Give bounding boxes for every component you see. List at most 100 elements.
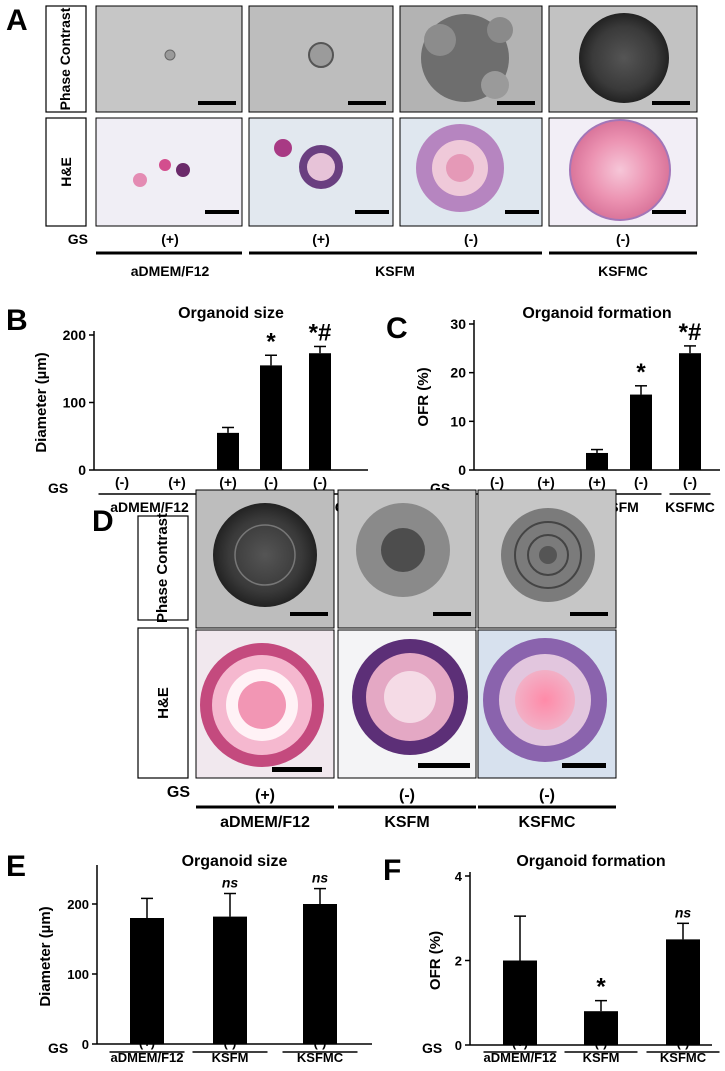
group-label-d-3: KSFMC [519,814,576,831]
chart-b-category-label-1: (+) [168,474,186,490]
chart-c-ytick-label-1: 10 [450,413,466,429]
chart-e-bar-0 [130,918,164,1044]
chart-c-ylabel: OFR (%) [415,367,432,426]
micrograph-a-he-4 [548,117,698,227]
chart-e: Organoid size 0 100 200 Diameter (µm) (+) ns (-… [37,853,372,1065]
chart-b-ytick-label-2: 200 [63,327,87,343]
group-label-d-1: aDMEM/F12 [220,814,310,831]
chart-f-category-label-1: (-) [595,1035,608,1050]
chart-f-ytick-label-0: 0 [455,1038,462,1053]
row-label-he-d-text: H&E [155,687,172,719]
chart-f-category-label-0: (+) [512,1035,528,1050]
chart-c: Organoid formation 0 10 20 30 OFR (%) (-) (+) (+… [415,305,720,515]
chart-f-category-label-2: (-) [677,1035,690,1050]
chart-b-category-label-2: (+) [219,474,237,490]
micrograph-d-he-1 [195,629,335,779]
panel-letter-b: B [6,304,28,337]
panel-letter-a: A [6,4,28,37]
chart-b-annotation-3: * [266,328,276,355]
micrograph-a-phase-3 [399,5,543,113]
chart-e-ytick-label-0: 0 [82,1037,89,1052]
gs-value-a-1: (+) [161,231,179,247]
panel-letter-f: F [383,854,401,887]
gs-value-d-1: (+) [255,787,275,804]
chart-b-ytick-label-0: 0 [78,462,86,478]
row-label-he-a-text: H&E [58,157,74,187]
chart-f-bar-1 [584,1011,618,1045]
chart-b-gs-label: GS [48,480,68,496]
row-label-phase-contrast-d-text: Phase Contrast [154,513,171,623]
chart-e-category-label-2: (-) [314,1035,327,1050]
chart-e-bar-1 [213,916,247,1044]
chart-c-category-label-2: (+) [588,474,606,490]
micrograph-d-phase-2 [337,489,477,629]
row-label-phase-contrast-a-text: Phase Contrast [57,7,73,110]
gs-value-a-4: (-) [616,231,630,247]
group-label-a-2: KSFM [375,263,415,279]
chart-c-category-label-0: (-) [490,474,504,490]
chart-e-category-label-0: (+) [139,1035,155,1050]
chart-e-annotation-2: ns [312,870,329,886]
chart-f-bar-0 [503,960,537,1045]
row-label-phase-contrast-a: Phase Contrast [45,5,87,113]
gs-label-a: GS [68,231,88,247]
group-label-a-3: KSFMC [598,263,648,279]
chart-c-category-label-4: (-) [683,474,697,490]
chart-b-bar-3 [260,365,282,470]
chart-e-gs-label: GS [48,1040,68,1056]
chart-b-category-label-3: (-) [264,474,278,490]
chart-b-annotation-4: *# [309,319,332,346]
chart-f-annotation-1: * [596,974,606,1001]
chart-c-bar-2 [586,452,608,470]
chart-c-category-label-3: (-) [634,474,648,490]
micrograph-d-phase-1 [195,489,335,629]
chart-b: Organoid size 0 100 200 Diameter (µm) (-) (+) (… [33,305,368,515]
chart-c-annotation-3: * [636,359,646,386]
chart-b-title: Organoid size [178,305,284,322]
micrograph-d-he-2 [337,629,477,779]
micrograph-a-he-3 [399,117,543,227]
row-label-phase-contrast-d: Phase Contrast [137,513,189,623]
chart-b-category-label-4: (-) [313,474,327,490]
panel-letter-d: D [92,505,114,538]
chart-b-bar-2 [217,432,239,470]
gs-value-a-2: (+) [312,231,330,247]
panel-letter-e: E [6,850,26,883]
micrograph-a-he-2 [248,117,394,227]
chart-f-ylabel: OFR (%) [427,931,444,990]
chart-e-category-label-1: (-) [224,1035,237,1050]
gs-label-d: GS [167,784,190,801]
chart-e-ylabel: Diameter (µm) [37,906,54,1006]
chart-f-title: Organoid formation [516,853,665,870]
chart-f-group-label-2: KSFMC [660,1050,707,1065]
group-label-d-2: KSFM [384,814,429,831]
chart-c-ytick-label-3: 30 [450,316,466,332]
chart-e-bar-2 [303,904,337,1044]
chart-b-ytick-label-1: 100 [63,395,87,411]
chart-f-ytick-label-2: 4 [455,869,463,884]
micrograph-d-he-3 [477,629,617,779]
chart-c-title: Organoid formation [522,305,671,322]
chart-c-bar-3 [630,394,652,470]
chart-e-title: Organoid size [182,853,288,870]
row-label-he-d: H&E [137,627,189,779]
chart-b-category-label-0: (-) [115,474,129,490]
chart-c-ytick-label-2: 20 [450,365,466,381]
chart-b-ylabel: Diameter (µm) [33,352,50,452]
chart-f-gs-label: GS [422,1040,442,1056]
chart-e-group-label-0: aDMEM/F12 [111,1050,184,1065]
chart-e-annotation-1: ns [222,875,239,891]
chart-b-bar-4 [309,353,331,470]
chart-c-annotation-4: *# [679,319,702,346]
chart-c-ytick-label-0: 0 [458,462,466,478]
chart-c-group-label-2: KSFMC [665,499,715,515]
micrograph-a-he-1 [95,117,243,227]
chart-e-ytick-label-2: 200 [67,897,89,912]
row-label-he-a: H&E [45,117,87,227]
chart-c-bar-4 [679,353,701,470]
micrograph-a-phase-1 [95,5,243,113]
group-label-a-1: aDMEM/F12 [131,263,210,279]
micrograph-a-phase-4 [548,5,698,113]
gs-value-d-2: (-) [399,787,415,804]
